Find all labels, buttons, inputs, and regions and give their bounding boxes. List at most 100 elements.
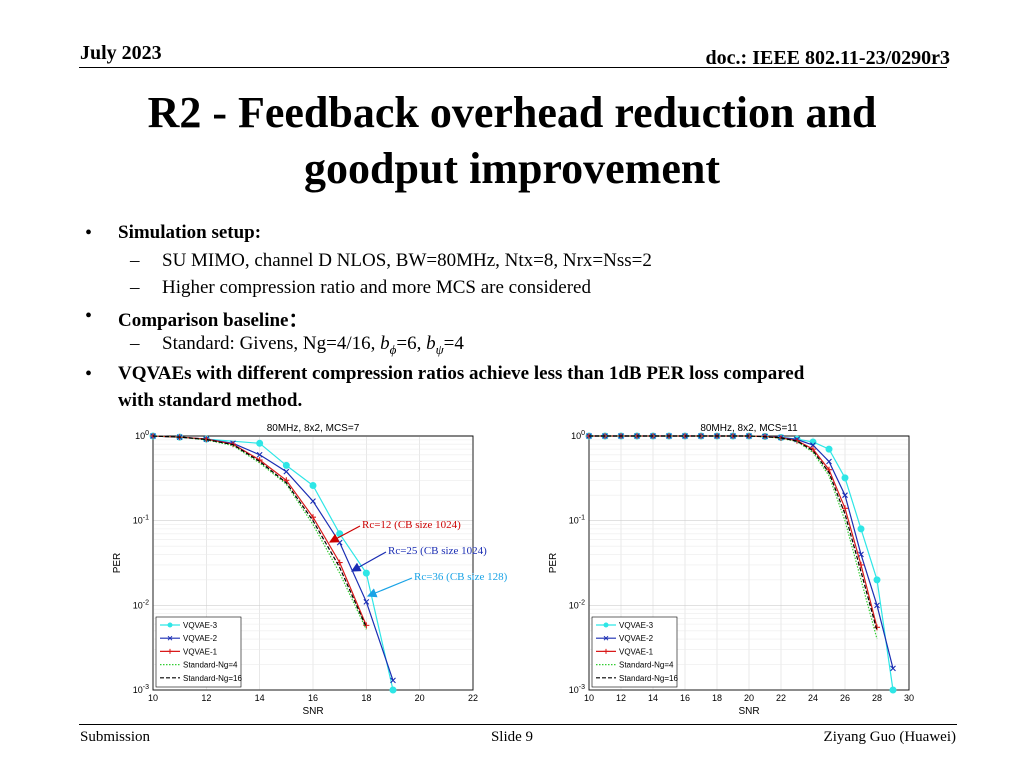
x-tick-label: 12: [616, 693, 626, 703]
footer-rule: [79, 724, 957, 725]
footer-slide-number: Slide 9: [490, 729, 534, 745]
sub-bullet-dash: –: [130, 277, 140, 298]
data-point: [826, 458, 832, 465]
b-symbol: b: [380, 333, 390, 354]
bullet-simulation-setup: Simulation setup:: [118, 222, 262, 243]
data-point: [256, 439, 264, 447]
x-tick-label: 10: [584, 693, 594, 703]
sub-bullet-standard: Standard: Givens, Ng=4/16, bϕ=6, bψ=4: [162, 333, 464, 358]
x-tick-label: 18: [361, 693, 371, 703]
legend-label: VQVAE-3: [619, 621, 654, 630]
standard-mid: =6,: [396, 333, 427, 354]
chart-title: 80MHz, 8x2, MCS=7: [267, 423, 360, 434]
x-tick-label: 16: [308, 693, 318, 703]
bullet-vqvae-line1: VQVAEs with different compression ratios…: [118, 363, 805, 384]
data-point: [842, 505, 848, 512]
legend-label: VQVAE-3: [183, 621, 218, 630]
annotation-rc36: Rc=36 (CB size 128): [414, 571, 508, 583]
y-tick-label: 10-2: [569, 599, 585, 610]
chart-legend: VQVAE-3 VQVAE-2 VQVAE-1 Standard-Ng=4 Standa…: [155, 616, 242, 688]
header-doc-id: doc.: IEEE 802.11-23/0290r3: [705, 47, 950, 69]
phi-symbol: ϕ: [389, 341, 397, 357]
annotation-rc25: Rc=25 (CB size 1024): [388, 545, 487, 557]
b-symbol: b: [426, 333, 436, 354]
data-point: [841, 474, 849, 482]
slide-title-line1: R2 - Feedback overhead reduction and: [147, 88, 877, 137]
data-point: [389, 686, 397, 694]
y-tick-label: 10-1: [569, 515, 585, 526]
y-tick-label: 100: [135, 430, 149, 441]
legend-marker: [603, 648, 609, 654]
chart-title: 80MHz, 8x2, MCS=11: [700, 423, 798, 434]
data-point: [362, 569, 370, 577]
legend-label: VQVAE-2: [183, 634, 218, 643]
data-point: [283, 468, 290, 475]
legend-marker: [167, 622, 173, 628]
y-tick-label: 10-3: [133, 684, 149, 695]
data-point: [825, 445, 833, 453]
x-tick-label: 22: [776, 693, 786, 703]
data-point: [256, 451, 263, 458]
data-point: [363, 598, 370, 605]
bullet-dot: •: [85, 363, 93, 385]
data-point: [874, 624, 880, 631]
series-line-standard-ng=4: [152, 435, 367, 630]
data-point: [873, 576, 881, 584]
data-point: [889, 686, 897, 694]
data-point: [309, 482, 317, 490]
x-tick-label: 22: [468, 693, 478, 703]
y-tick-label: 100: [571, 430, 585, 441]
legend-label: VQVAE-1: [183, 647, 218, 656]
legend-marker: [167, 648, 173, 654]
legend-marker: [167, 635, 173, 641]
bullet-vqvae-line2: with standard method.: [118, 390, 303, 411]
legend-label: Standard-Ng=16: [183, 674, 242, 683]
x-tick-label: 18: [712, 693, 722, 703]
data-point: [282, 461, 290, 469]
legend-label: Standard-Ng=4: [183, 661, 238, 670]
sub-bullet-mimo: SU MIMO, channel D NLOS, BW=80MHz, Ntx=8…: [162, 250, 652, 271]
legend-marker: [603, 635, 609, 641]
x-tick-label: 14: [648, 693, 658, 703]
legend-label: VQVAE-2: [619, 634, 654, 643]
psi-symbol: ψ: [435, 341, 444, 357]
legend-label: VQVAE-1: [619, 647, 654, 656]
bullet-dot: •: [85, 305, 93, 327]
x-tick-label: 28: [872, 693, 882, 703]
standard-prefix: Standard: Givens, Ng=4/16,: [162, 333, 381, 354]
standard-end: =4: [443, 333, 464, 354]
x-axis-label: SNR: [738, 706, 759, 717]
per-chart-mcs7: 80MHz, 8x2, MCS=7 10 12 14 16 18 20 22 10-3 10-2 1…: [108, 418, 488, 722]
legend-label: Standard-Ng=4: [619, 661, 674, 670]
x-tick-label: 26: [840, 693, 850, 703]
y-tick-label: 10-3: [569, 684, 585, 695]
footer-submission: Submission: [80, 729, 151, 745]
bullet-comparison-baseline: Comparison baseline：: [118, 310, 308, 331]
data-point: [390, 677, 396, 684]
x-tick-label: 24: [808, 693, 818, 703]
x-tick-label: 20: [415, 693, 425, 703]
series-line-standard-ng=16: [589, 435, 878, 631]
per-chart-mcs7-svg: 80MHz, 8x2, MCS=7 10 12 14 16 18 20 22 10-3 10-2 1…: [112, 423, 478, 717]
annotation-rc12: Rc=12 (CB size 1024): [362, 519, 461, 531]
data-point: [336, 530, 344, 538]
footer-author: Ziyang Guo (Huawei): [823, 729, 956, 745]
data-point: [858, 551, 864, 558]
y-axis-label: PER: [112, 553, 123, 574]
x-tick-label: 20: [744, 693, 754, 703]
data-point: [890, 665, 896, 672]
data-point: [363, 622, 370, 629]
x-tick-label: 14: [255, 693, 265, 703]
sub-bullet-dash: –: [130, 250, 140, 271]
per-chart-mcs11-svg: 80MHz, 8x2, MCS=11 10 12 14 16 18 20 22 24 26 28 30…: [548, 423, 914, 717]
plot-frame: [152, 435, 474, 691]
data-point: [874, 602, 880, 609]
y-tick-label: 10-1: [133, 515, 149, 526]
slide-title-line2: goodput improvement: [304, 144, 720, 193]
chart-legend: VQVAE-3 VQVAE-2 VQVAE-1 Standard-Ng=4 Standa…: [591, 616, 678, 688]
sub-bullet-dash: –: [130, 333, 140, 354]
sub-bullet-compression: Higher compression ratio and more MCS ar…: [162, 277, 591, 298]
y-tick-label: 10-2: [133, 599, 149, 610]
slide-title: R2 - Feedback overhead reduction and goo…: [80, 85, 944, 197]
x-tick-label: 10: [148, 693, 158, 703]
